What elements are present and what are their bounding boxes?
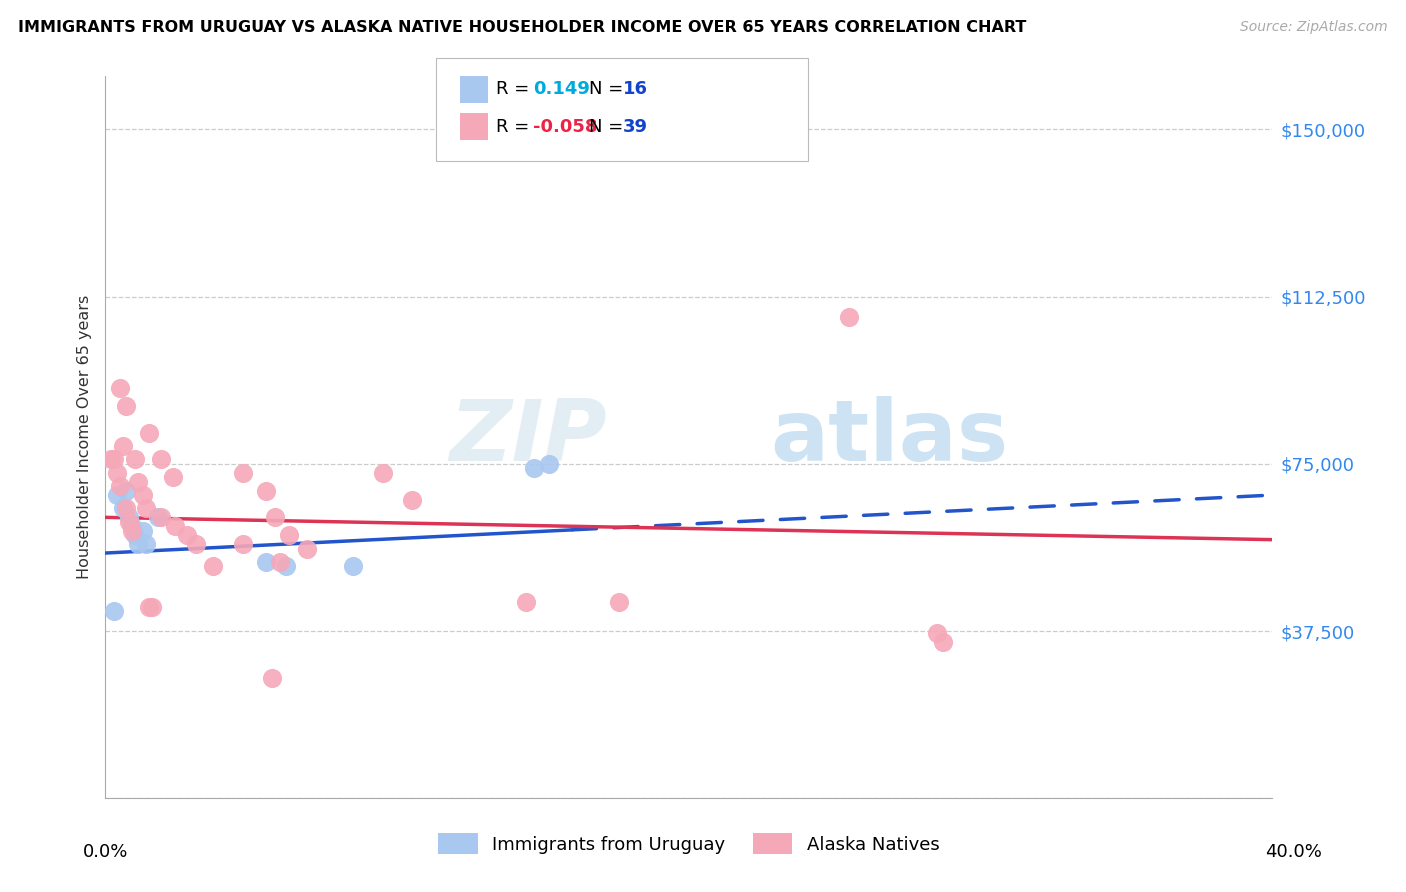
Point (127, 475, 149, 489)
Point (165, 519, 187, 533)
Point (111, 501, 134, 516)
Y-axis label: Householder Income Over 65 years: Householder Income Over 65 years (77, 295, 93, 579)
Point (108, 479, 131, 493)
Point (254, 555, 277, 569)
Point (135, 537, 157, 551)
Text: 0.0%: 0.0% (83, 843, 128, 861)
Point (184, 537, 207, 551)
Point (103, 604, 125, 618)
Point (118, 515, 141, 529)
Point (260, 671, 283, 685)
Text: IMMIGRANTS FROM URUGUAY VS ALASKA NATIVE HOUSEHOLDER INCOME OVER 65 YEARS CORREL: IMMIGRANTS FROM URUGUAY VS ALASKA NATIVE… (18, 20, 1026, 35)
Text: atlas: atlas (770, 395, 1010, 479)
Text: 40.0%: 40.0% (1265, 843, 1322, 861)
Point (115, 399, 138, 413)
Point (111, 439, 134, 453)
Point (254, 483, 277, 498)
Point (342, 559, 364, 574)
Point (135, 501, 157, 516)
Point (141, 599, 163, 614)
Point (146, 510, 169, 524)
Text: 39: 39 (623, 118, 648, 136)
Text: 0.149: 0.149 (533, 80, 589, 98)
Point (100, 452, 122, 467)
Point (232, 466, 254, 480)
Point (401, 492, 423, 507)
Point (515, 595, 537, 609)
Point (149, 452, 172, 467)
Point (105, 488, 128, 502)
Text: Source: ZipAtlas.com: Source: ZipAtlas.com (1240, 20, 1388, 34)
Point (371, 466, 394, 480)
Point (132, 524, 155, 538)
Legend: Immigrants from Uruguay, Alaska Natives: Immigrants from Uruguay, Alaska Natives (432, 826, 946, 862)
Text: ZIP: ZIP (450, 395, 607, 479)
Point (138, 425, 160, 440)
Point (278, 528, 301, 542)
Point (121, 524, 143, 538)
Text: N =: N = (589, 80, 628, 98)
Point (263, 510, 285, 524)
Point (105, 466, 128, 480)
Point (269, 555, 292, 569)
Point (232, 537, 254, 551)
Text: N =: N = (589, 118, 628, 136)
Point (607, 595, 630, 609)
Point (127, 537, 149, 551)
Text: -0.058: -0.058 (533, 118, 598, 136)
Point (838, 310, 860, 324)
Point (138, 599, 160, 614)
Text: R =: R = (496, 118, 536, 136)
Point (925, 626, 948, 640)
Point (118, 510, 141, 524)
Text: R =: R = (496, 80, 536, 98)
Point (523, 461, 546, 475)
Point (121, 519, 143, 533)
Point (202, 559, 225, 574)
Point (132, 488, 155, 502)
Text: 16: 16 (623, 80, 648, 98)
Point (115, 483, 138, 498)
Point (276, 559, 298, 574)
Point (162, 470, 184, 484)
Point (103, 452, 125, 467)
Point (124, 452, 146, 467)
Point (108, 381, 131, 395)
Point (176, 528, 198, 542)
Point (295, 541, 318, 556)
Point (149, 510, 172, 524)
Point (537, 457, 560, 471)
Point (115, 501, 138, 516)
Point (932, 635, 955, 649)
Point (124, 528, 146, 542)
